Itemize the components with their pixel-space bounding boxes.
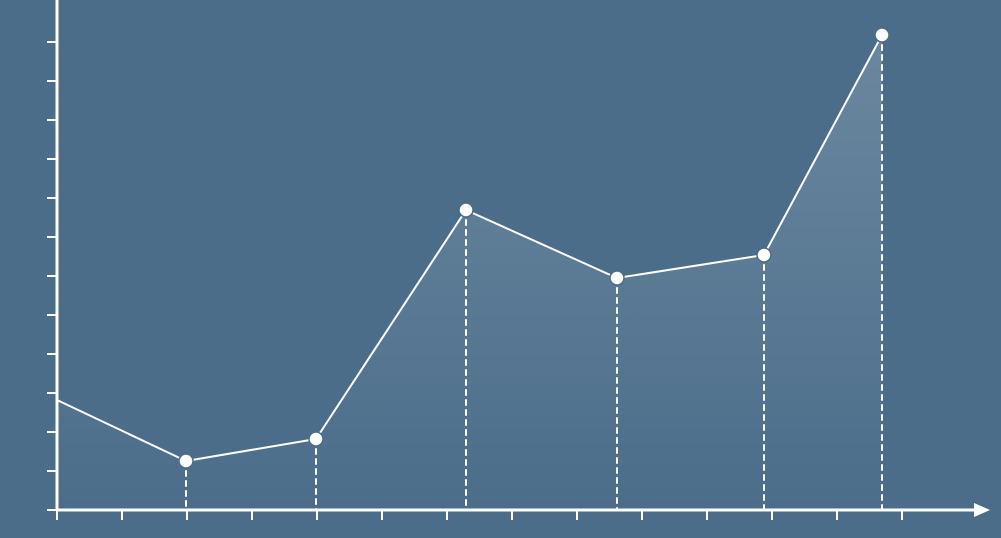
data-point-marker (459, 203, 473, 217)
data-point-marker (610, 271, 624, 285)
data-point-marker (309, 432, 323, 446)
data-point-marker (757, 248, 771, 262)
data-point-marker (179, 454, 193, 468)
data-point-marker (875, 28, 889, 42)
line-chart (0, 0, 1001, 538)
